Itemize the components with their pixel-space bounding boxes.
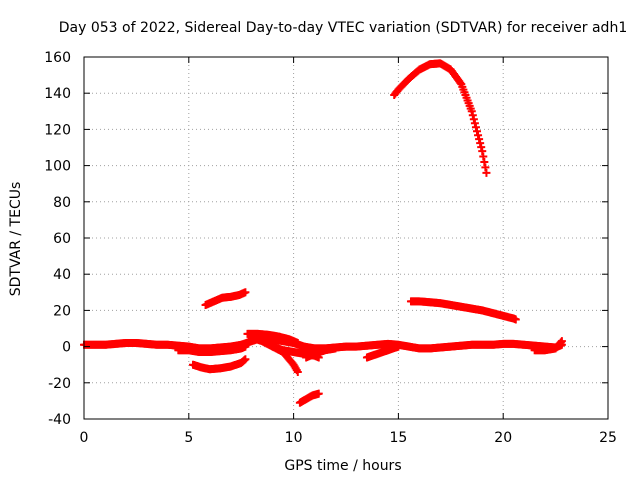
- chart-title: Day 053 of 2022, Sidereal Day-to-day VTE…: [59, 20, 627, 36]
- x-tick-label: 0: [80, 430, 89, 446]
- y-tick-label: -20: [48, 376, 71, 392]
- data-point: [473, 127, 481, 136]
- axis-ticks: 0 5 10 15 20 25 -40 -20 0 20 40 60 80 100 120 140 160: [44, 50, 617, 446]
- x-tick-label: 10: [285, 430, 303, 446]
- y-tick-label: 80: [53, 195, 71, 211]
- data-point: [293, 367, 302, 376]
- data-point: [556, 338, 565, 347]
- y-tick-label: 20: [53, 303, 71, 319]
- y-tick-label: 0: [62, 340, 71, 356]
- series-3: [201, 288, 250, 309]
- y-axis-label: SDTVAR / TECUs: [8, 182, 24, 297]
- series-7: [295, 389, 323, 407]
- series-9: [362, 342, 403, 362]
- y-tick-label: 40: [53, 267, 71, 283]
- data-point: [469, 115, 478, 124]
- y-tick-label: 160: [44, 50, 71, 66]
- data-point: [480, 157, 489, 166]
- data-point: [482, 168, 491, 177]
- data-point: [471, 123, 480, 132]
- data-point: [241, 288, 250, 297]
- y-tick-label: 140: [44, 86, 71, 102]
- data-points: [80, 59, 566, 407]
- data-point: [479, 152, 488, 161]
- data-point: [456, 78, 465, 87]
- series-5: [243, 329, 302, 347]
- x-tick-label: 20: [494, 430, 512, 446]
- y-tick-label: 120: [44, 122, 71, 138]
- data-point: [511, 315, 520, 324]
- data-point: [470, 119, 479, 128]
- y-tick-label: 100: [44, 159, 71, 175]
- data-point: [557, 337, 566, 346]
- data-point: [468, 111, 477, 120]
- series-10: [390, 59, 491, 177]
- series-12: [530, 337, 566, 355]
- x-tick-label: 5: [184, 430, 193, 446]
- data-point: [475, 135, 484, 144]
- data-point: [241, 355, 250, 364]
- data-point: [476, 139, 485, 148]
- data-point: [293, 338, 302, 347]
- data-point: [477, 143, 486, 152]
- data-point: [314, 389, 323, 398]
- y-tick-label: 60: [53, 231, 71, 247]
- data-point: [394, 342, 403, 351]
- data-point: [241, 342, 250, 351]
- data-point: [481, 163, 490, 172]
- x-axis-label: GPS time / hours: [284, 458, 401, 474]
- data-point: [331, 344, 340, 353]
- series-11: [406, 297, 520, 324]
- y-tick-label: -40: [48, 412, 71, 428]
- x-tick-label: 25: [599, 430, 617, 446]
- data-point: [474, 131, 483, 140]
- series-2: [188, 355, 250, 374]
- series-8: [302, 344, 340, 362]
- data-point: [467, 107, 476, 116]
- x-tick-label: 15: [389, 430, 407, 446]
- series-1: [174, 342, 250, 357]
- data-point: [478, 147, 487, 156]
